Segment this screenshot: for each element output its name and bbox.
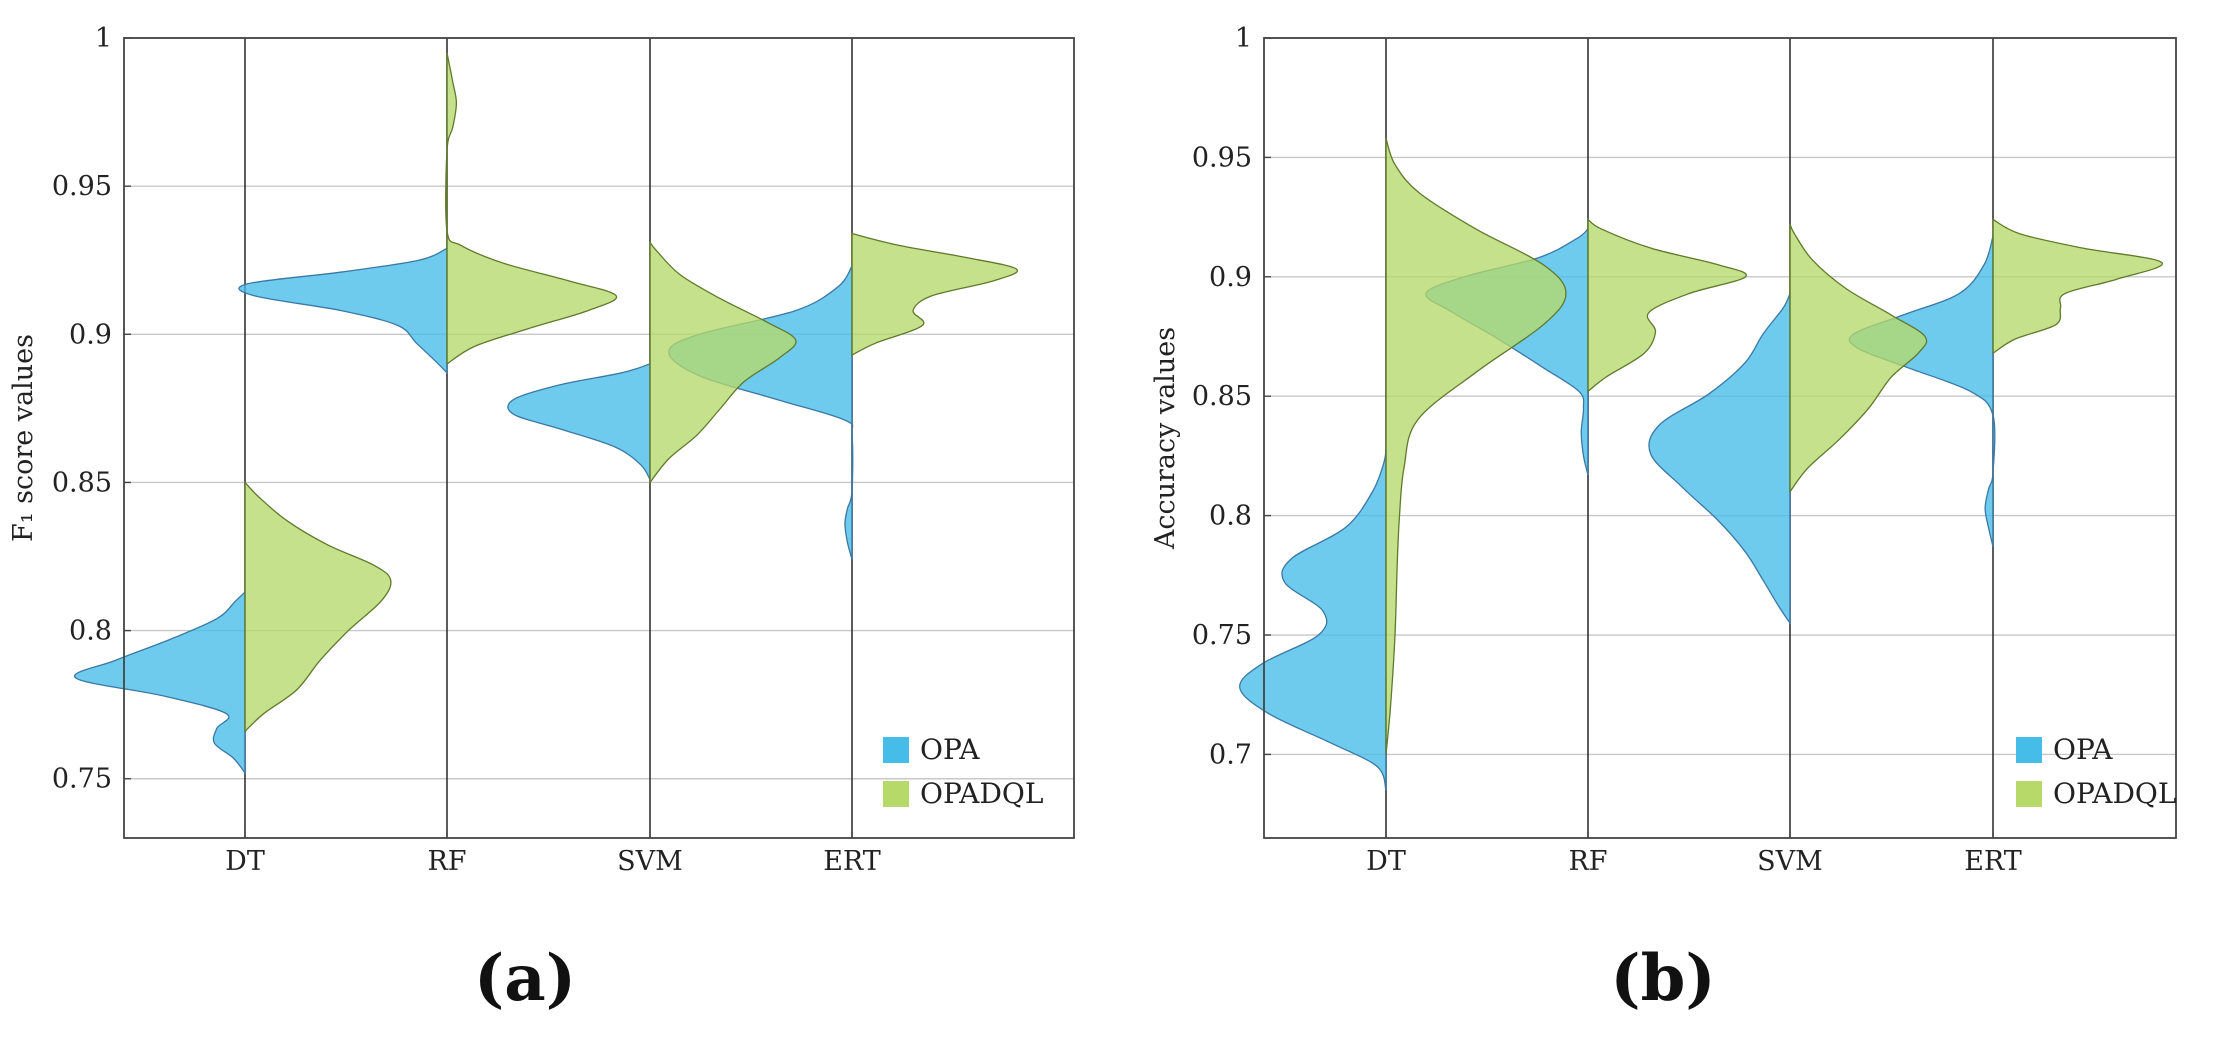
violin-opa-rf [238, 247, 448, 375]
legend-swatch-opa [883, 737, 909, 763]
violin-opadql-rf [445, 52, 618, 366]
violin-opa-svm [1648, 293, 1791, 626]
panel-b: 0.7 0.75 0.8 0.85 0.9 0.95 1 DT RF SVM ERT Accuracy… [1150, 23, 2177, 1016]
legend-swatch-opadql [2016, 781, 2042, 807]
violin-opa-dt [1239, 448, 1387, 791]
x-tick-label: ERT [1964, 846, 2022, 877]
x-tick-label: SVM [617, 846, 683, 877]
y-axis-label: Accuracy values [1150, 327, 1181, 550]
y-tick-label: 0.9 [1209, 262, 1252, 293]
legend-swatch-opa [2016, 737, 2042, 763]
y-tick-label: 0.7 [1209, 739, 1252, 770]
y-axis-label: F₁ score values [8, 334, 39, 542]
legend-label: OPADQL [920, 777, 1043, 810]
y-tick-label: 1 [95, 23, 112, 54]
y-tick-label: 1 [1235, 23, 1252, 54]
x-tick-label: DT [225, 846, 265, 877]
violin-opadql-dt [244, 480, 392, 733]
legend-label: OPA [2053, 733, 2113, 766]
y-tick-label: 0.95 [52, 171, 112, 202]
x-tick-label: DT [1366, 846, 1406, 877]
violin-opa-ert [1848, 236, 1996, 547]
y-tick-label: 0.75 [52, 764, 112, 795]
legend-label: OPADQL [2053, 777, 2176, 810]
panel-label: (b) [1610, 941, 1715, 1016]
x-tick-label: RF [1568, 846, 1607, 877]
violin-opadql-svm [1789, 223, 1928, 494]
violin-opadql-ert [851, 232, 1019, 357]
panel-a: 0.75 0.8 0.85 0.9 0.95 1 DT RF SVM ERT F₁ score va… [8, 23, 1075, 1016]
violin-opa-svm [507, 363, 651, 482]
plot-frame [123, 37, 1075, 839]
y-tick-label: 0.95 [1192, 142, 1252, 173]
y-tick-label: 0.75 [1192, 620, 1252, 651]
violin-opadql-rf [1587, 218, 1748, 393]
violin-opadql-dt [1385, 138, 1567, 755]
x-tick-label: SVM [1757, 846, 1823, 877]
y-tick-label: 0.8 [69, 616, 112, 647]
violin-opadql-ert [1992, 218, 2163, 355]
violin-opa-dt [73, 590, 246, 775]
plot-frame [1263, 37, 2177, 839]
y-tick-label: 0.85 [1192, 381, 1252, 412]
y-tick-label: 0.8 [1209, 501, 1252, 532]
x-tick-label: ERT [823, 846, 881, 877]
x-tick-label: RF [427, 846, 466, 877]
legend-label: OPA [920, 733, 980, 766]
y-tick-label: 0.85 [52, 467, 112, 498]
panel-label: (a) [474, 941, 576, 1016]
y-tick-label: 0.9 [69, 319, 112, 350]
legend-swatch-opadql [883, 781, 909, 807]
violin-opadql-svm [649, 240, 797, 485]
